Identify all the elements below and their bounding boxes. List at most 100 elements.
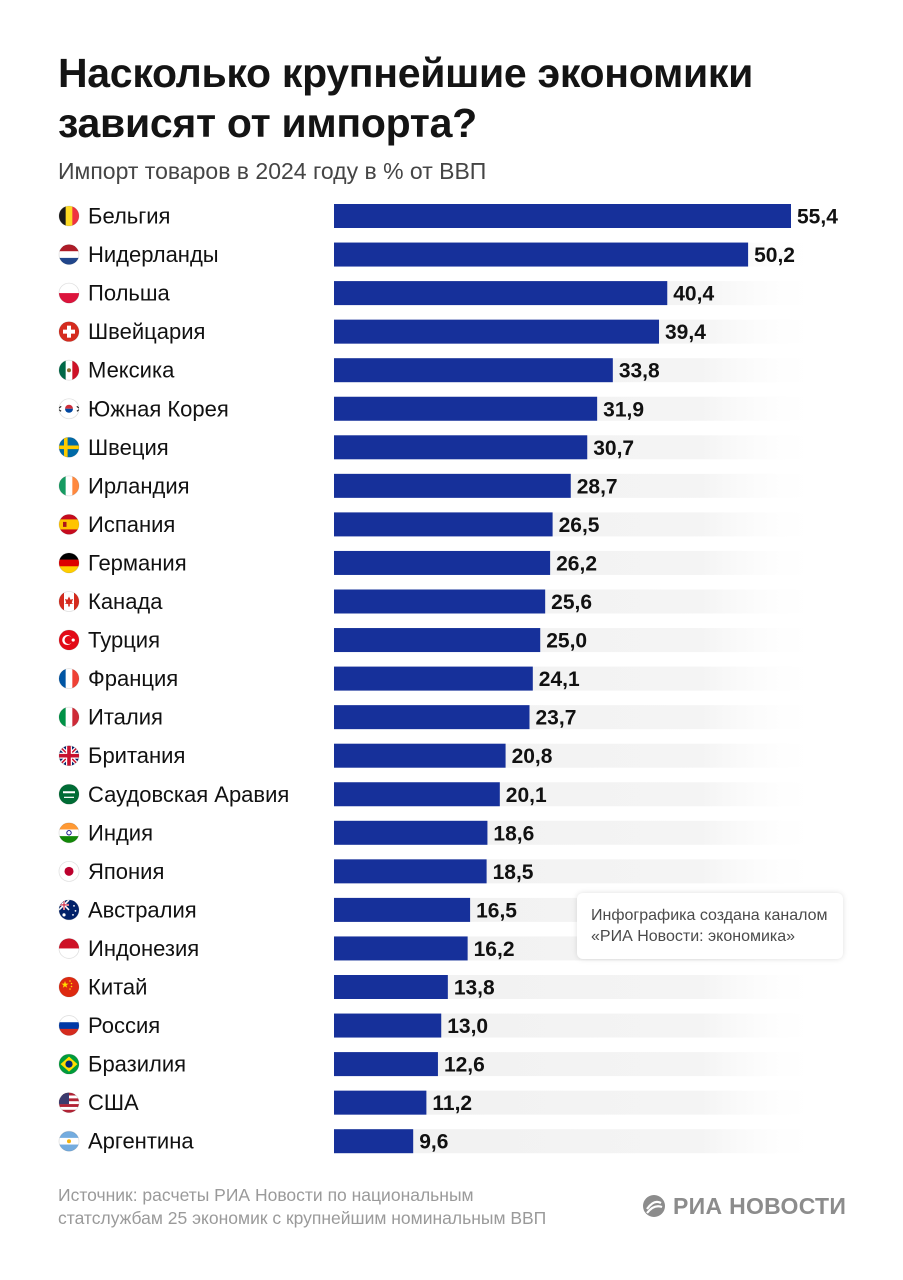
flag-outline: [58, 783, 80, 805]
value-label: 28,7: [577, 475, 618, 498]
bar: [334, 589, 546, 614]
germany-flag-icon: [59, 552, 79, 573]
bar: [334, 936, 468, 961]
value-label: 26,2: [556, 552, 597, 575]
bar: [334, 859, 487, 884]
bar: [334, 473, 571, 498]
source-note: Источник: расчеты РИА Новости по национа…: [58, 1184, 618, 1230]
australia-flag-icon: [59, 899, 79, 920]
japan-flag-icon: [59, 861, 79, 882]
category-label: Саудовская Аравия: [88, 782, 289, 807]
bar: [334, 897, 471, 922]
value-label: 23,7: [536, 707, 577, 730]
value-label: 11,2: [432, 1092, 472, 1115]
flag-outline: [58, 591, 80, 612]
bar: [334, 666, 533, 691]
flag-outline: [58, 1015, 80, 1036]
south-korea-flag-icon: [59, 398, 79, 419]
category-label: Индонезия: [88, 936, 199, 961]
bar-track: [334, 1129, 824, 1154]
chart-row: Россия 13,0: [58, 1013, 824, 1038]
chart-row: Япония 18,5: [58, 859, 824, 884]
flag-outline: [58, 938, 80, 959]
ria-logo-icon: [643, 1195, 665, 1217]
chart-row: Индия 18,6: [58, 820, 824, 845]
bar: [334, 1129, 414, 1154]
chart-row: Бельгия 55,4: [58, 204, 838, 229]
bar: [334, 1090, 427, 1115]
chart-row: Швеция 30,7: [58, 435, 824, 460]
ria-logo-text: РИА НОВОСТИ: [673, 1192, 847, 1219]
category-label: Швейцария: [88, 319, 205, 344]
category-label: Япония: [88, 859, 164, 884]
china-flag-icon: [59, 977, 79, 997]
category-label: Польша: [88, 281, 171, 306]
channel-note-line2: «РИА Новости: экономика»: [591, 928, 796, 945]
india-flag-icon: [59, 822, 79, 843]
argentina-flag-icon: [59, 1131, 79, 1152]
poland-flag-icon: [59, 283, 79, 304]
chart-row: Канада 25,6: [58, 589, 824, 614]
value-label: 20,8: [512, 745, 553, 768]
chart-row: Китай 13,8: [58, 975, 824, 1000]
bar: [334, 281, 668, 306]
bar: [334, 550, 551, 575]
bar: [334, 435, 588, 460]
chart-row: Бразилия 12,6: [58, 1052, 824, 1077]
category-label: Германия: [88, 550, 187, 575]
flag-outline: [58, 282, 80, 304]
value-label: 25,0: [546, 630, 587, 653]
chart-row: Испания 26,5: [58, 512, 824, 537]
chart-row: Саудовская Аравия 20,1: [58, 782, 824, 807]
flag-outline: [58, 899, 80, 921]
value-label: 55,4: [797, 206, 838, 229]
ria-logo: РИА НОВОСТИ: [642, 1190, 846, 1222]
bar: [334, 1013, 442, 1038]
chart-row: Аргентина 9,6: [58, 1129, 824, 1154]
sweden-flag-icon: [59, 437, 79, 458]
value-label: 16,5: [476, 899, 517, 922]
saudi-arabia-flag-icon: [59, 784, 79, 805]
category-label: Италия: [88, 705, 163, 730]
mexico-flag-icon: [59, 360, 79, 381]
category-label: Швеция: [88, 435, 169, 460]
category-label: Китай: [88, 975, 147, 1000]
value-label: 13,0: [447, 1015, 488, 1038]
brazil-flag-icon: [59, 1054, 79, 1075]
value-label: 50,2: [754, 244, 795, 267]
category-label: США: [88, 1090, 139, 1115]
chart-row: Германия 26,2: [58, 550, 824, 575]
chart-row: Нидерланды 50,2: [58, 242, 824, 267]
bar: [334, 1052, 438, 1077]
bar: [334, 204, 791, 228]
chart-row: США 11,2: [58, 1090, 824, 1115]
spain-flag-icon: [59, 514, 79, 535]
chart-row: Ирландия 28,7: [58, 473, 824, 498]
italy-flag-icon: [59, 707, 79, 728]
flag-outline: [58, 321, 80, 343]
france-flag-icon: [59, 668, 79, 689]
value-label: 33,8: [619, 360, 660, 383]
bar: [334, 975, 448, 999]
usa-flag-icon: [59, 1092, 79, 1113]
belgium-flag-icon: [59, 206, 79, 226]
chart-row: Мексика 33,8: [58, 358, 824, 383]
flag-outline: [58, 244, 80, 265]
category-label: Мексика: [88, 358, 175, 383]
bar: [334, 396, 598, 421]
chart-subtitle: Импорт товаров в 2024 году в % от ВВП: [58, 158, 487, 184]
chart-row: Польша 40,4: [58, 281, 824, 306]
flag-outline: [58, 745, 80, 767]
chart-row: Британия 20,8: [58, 743, 824, 768]
flag-outline: [58, 398, 80, 420]
flag-outline: [58, 860, 80, 882]
bar: [334, 743, 506, 768]
category-label: Франция: [88, 666, 178, 691]
flag-outline: [58, 436, 80, 458]
netherlands-flag-icon: [59, 244, 79, 265]
chart-row: Швейцария 39,4: [58, 319, 824, 344]
value-label: 39,4: [665, 321, 706, 344]
flag-outline: [58, 205, 80, 227]
chart-row: Турция 25,0: [58, 628, 824, 653]
value-label: 31,9: [603, 398, 644, 421]
